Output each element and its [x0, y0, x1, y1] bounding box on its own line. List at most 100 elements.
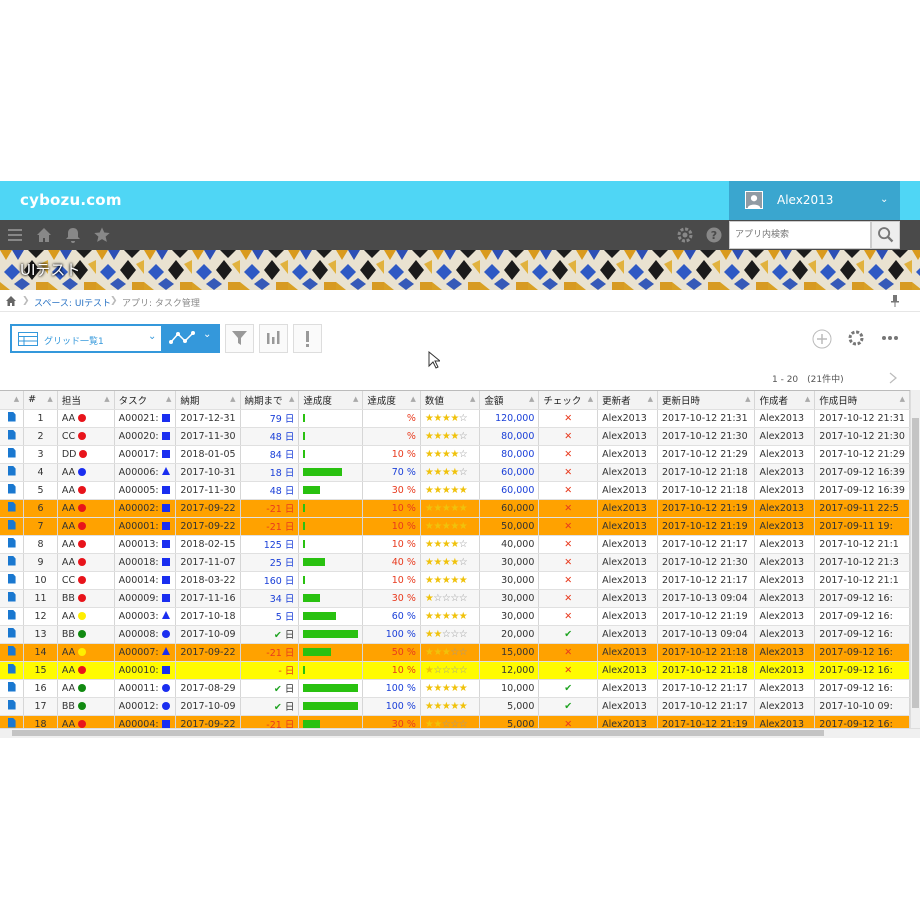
row-detail-link[interactable] — [0, 589, 25, 608]
username[interactable]: Alex2013 — [777, 193, 834, 207]
menu-icon[interactable] — [6, 226, 24, 244]
table-row[interactable]: 17 BB A00012: 2017-10-09 ✔ 日 100 % ★★★★★ 5,000 ✔… — [0, 697, 910, 716]
file-icon[interactable] — [7, 555, 16, 566]
filter-button[interactable] — [225, 324, 254, 353]
file-icon[interactable] — [7, 465, 16, 476]
file-icon[interactable] — [7, 537, 16, 548]
column-header[interactable]: 納期まで ▲ — [240, 391, 300, 410]
file-icon[interactable] — [7, 483, 16, 494]
file-icon[interactable] — [7, 609, 16, 620]
column-header[interactable]: チェック ▲ — [538, 391, 599, 410]
column-header[interactable]: 担当 ▲ — [57, 391, 115, 410]
row-detail-link[interactable] — [0, 427, 25, 446]
search-input[interactable] — [730, 222, 870, 248]
row-detail-link[interactable] — [0, 553, 25, 572]
sort-icon[interactable]: ▲ — [469, 395, 476, 403]
sort-icon[interactable]: ▲ — [745, 395, 751, 403]
row-detail-link[interactable] — [0, 607, 25, 626]
file-icon[interactable] — [7, 573, 16, 584]
row-detail-link[interactable] — [0, 679, 25, 698]
next-page-icon[interactable] — [889, 372, 897, 384]
column-header[interactable]: 作成日時 ▲ — [814, 391, 910, 410]
sort-icon[interactable]: ▲ — [899, 395, 905, 403]
file-icon[interactable] — [7, 663, 16, 674]
table-row[interactable]: 4 AA A00006: 2017-10-31 18 日 70 % ★★★★☆ 60,000 ✕… — [0, 463, 910, 482]
table-row[interactable]: 3 DD A00017: 2018-01-05 84 日 10 % ★★★★☆ 80,000 ✕… — [0, 445, 910, 464]
home-icon[interactable] — [35, 226, 53, 244]
chevron-down-icon[interactable]: ⌄ — [880, 194, 889, 205]
table-row[interactable]: 2 CC A00020: 2017-11-30 48 日% ★★★★☆ 80,000 ✕ Ale… — [0, 427, 910, 446]
file-icon[interactable] — [7, 411, 16, 422]
column-header[interactable]: 達成度 ▲ — [362, 391, 421, 410]
table-row[interactable]: 10 CC A00014: 2018-03-22 160 日 10 % ★★★★★ 30,00… — [0, 571, 910, 590]
table-row[interactable]: 7 AA A00001: 2017-09-22 -21 日 10 % ★★★★★ 50,000… — [0, 517, 910, 536]
column-header[interactable]: 達成度 ▲ — [298, 391, 364, 410]
sort-icon[interactable]: ▲ — [804, 395, 811, 403]
file-icon[interactable] — [7, 681, 16, 692]
column-header[interactable]: 更新者 ▲ — [597, 391, 658, 410]
vertical-scroll-thumb[interactable] — [912, 418, 919, 708]
view-selector[interactable]: グリッド一覧1 ⌄ — [10, 324, 163, 353]
sort-icon[interactable]: ▲ — [47, 395, 53, 403]
chart-button[interactable] — [259, 324, 288, 353]
plus-icon[interactable] — [812, 329, 832, 349]
sort-icon[interactable]: ▲ — [165, 395, 172, 403]
alert-button[interactable] — [293, 324, 322, 353]
bell-icon[interactable] — [64, 226, 82, 244]
sort-icon[interactable]: ▲ — [410, 395, 416, 403]
file-icon[interactable] — [7, 699, 16, 710]
sort-icon[interactable]: ▲ — [352, 395, 359, 403]
row-detail-link[interactable] — [0, 409, 25, 428]
column-header[interactable]: 納期 ▲ — [175, 391, 241, 410]
pin-icon[interactable] — [891, 295, 899, 307]
settings-icon[interactable] — [847, 329, 865, 347]
file-icon[interactable] — [7, 519, 16, 530]
row-detail-link[interactable] — [0, 517, 25, 536]
column-header[interactable]: タスク ▲ — [114, 391, 177, 410]
search-button[interactable] — [871, 221, 900, 249]
table-row[interactable]: 13 BB A00008: 2017-10-09 ✔ 日 100 % ★★☆☆☆ 20,000… — [0, 625, 910, 644]
table-row[interactable]: 1 AA A00021: 2017-12-31 79 日% ★★★★☆ 120,000 ✕ Al… — [0, 409, 910, 428]
star-icon[interactable] — [93, 226, 111, 244]
row-detail-link[interactable] — [0, 499, 25, 518]
row-detail-link[interactable] — [0, 715, 25, 728]
row-detail-link[interactable] — [0, 445, 25, 464]
sort-icon[interactable]: ▲ — [647, 395, 653, 403]
help-icon[interactable]: ? — [705, 226, 723, 244]
table-row[interactable]: 18 AA A00004: 2017-09-22 -21 日 30 % ★★☆☆☆ 5,000… — [0, 715, 910, 728]
column-header[interactable]: 金額 ▲ — [479, 391, 540, 410]
row-detail-link[interactable] — [0, 535, 25, 554]
table-row[interactable]: 12 AA A00003: 2017-10-18 5 日 60 % ★★★★★ 30,000 ✕… — [0, 607, 910, 626]
home-icon[interactable] — [6, 296, 16, 306]
sort-icon[interactable]: ▲ — [104, 395, 110, 403]
file-icon[interactable] — [7, 429, 16, 440]
table-row[interactable]: 8 AA A00013: 2018-02-15 125 日 10 % ★★★★☆ 40,000… — [0, 535, 910, 554]
graph-button[interactable]: ⌄ — [163, 324, 220, 353]
file-icon[interactable] — [7, 501, 16, 512]
column-header[interactable]: 作成者 ▲ — [754, 391, 816, 410]
row-detail-link[interactable] — [0, 571, 25, 590]
file-icon[interactable] — [7, 717, 16, 728]
file-icon[interactable] — [7, 447, 16, 458]
search-field[interactable] — [729, 221, 871, 249]
more-icon[interactable] — [881, 335, 899, 341]
table-row[interactable]: 9 AA A00018: 2017-11-07 25 日 40 % ★★★★☆ 30,000 ✕… — [0, 553, 910, 572]
breadcrumb-space[interactable]: スペース: UIテスト — [34, 299, 112, 309]
sort-icon[interactable]: ▲ — [230, 395, 236, 403]
table-row[interactable]: 6 AA A00002: 2017-09-22 -21 日 10 % ★★★★★ 60,000… — [0, 499, 910, 518]
file-icon[interactable] — [7, 645, 16, 656]
header-select[interactable]: ▲ — [0, 391, 25, 410]
row-detail-link[interactable] — [0, 481, 25, 500]
column-header[interactable]: # ▲ — [23, 391, 58, 410]
table-row[interactable]: 5 AA A00005: 2017-11-30 48 日 30 % ★★★★★ 60,000 ✕… — [0, 481, 910, 500]
sort-icon[interactable]: ▲ — [528, 395, 535, 403]
file-icon[interactable] — [7, 627, 16, 638]
logo[interactable]: cybozu.com — [20, 191, 122, 209]
gear-icon[interactable] — [676, 226, 694, 244]
row-detail-link[interactable] — [0, 643, 25, 662]
row-detail-link[interactable] — [0, 661, 25, 680]
horizontal-scroll-thumb[interactable] — [12, 730, 824, 736]
table-row[interactable]: 11 BB A00009: 2017-11-16 34 日 30 % ★☆☆☆☆ 30,000… — [0, 589, 910, 608]
row-detail-link[interactable] — [0, 625, 25, 644]
file-icon[interactable] — [7, 591, 16, 602]
